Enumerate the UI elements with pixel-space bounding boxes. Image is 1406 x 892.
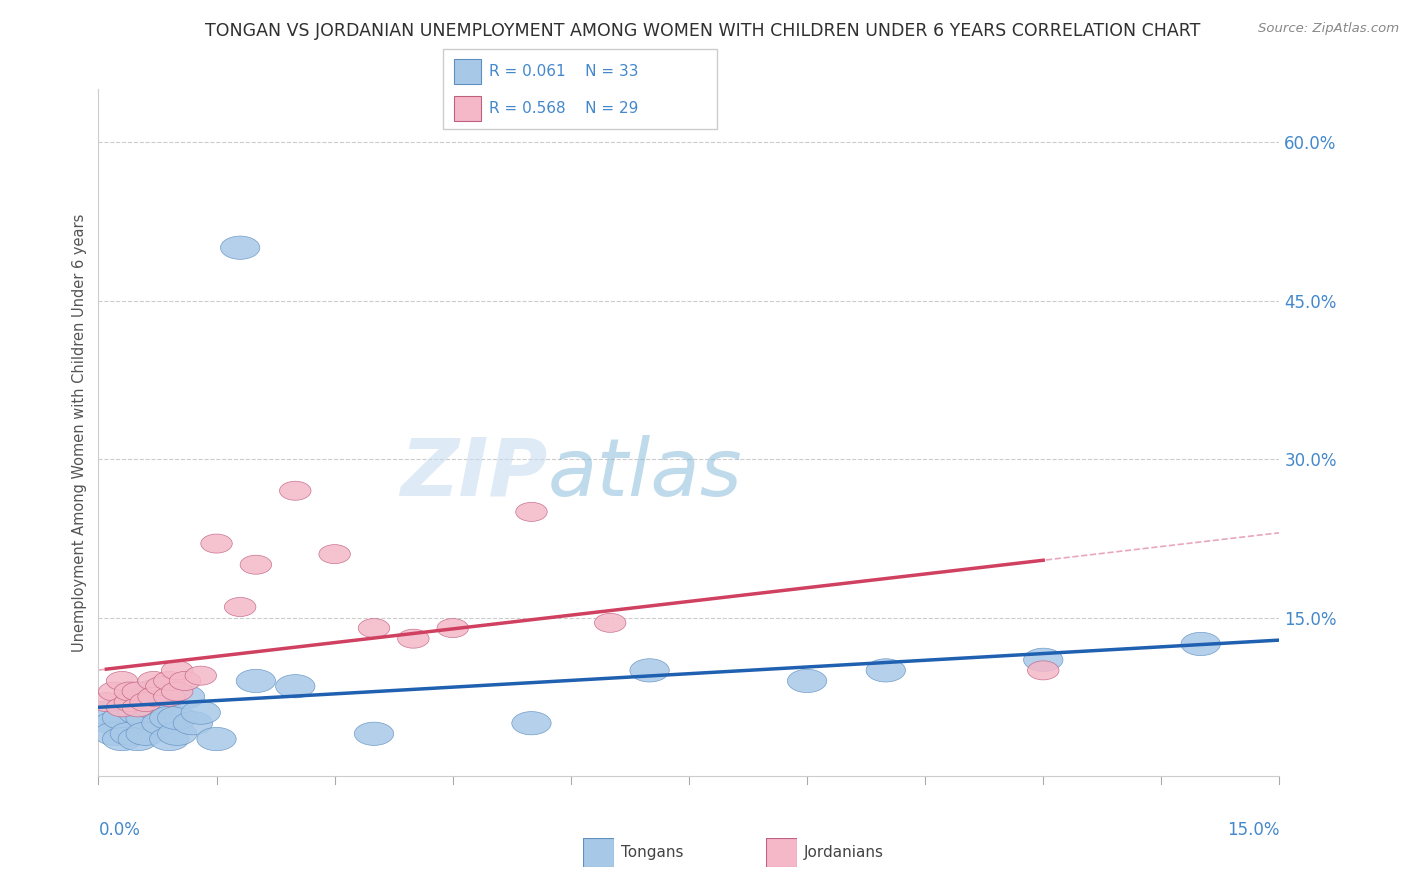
Text: 15.0%: 15.0% bbox=[1227, 821, 1279, 838]
Ellipse shape bbox=[240, 555, 271, 574]
FancyBboxPatch shape bbox=[766, 838, 797, 867]
Ellipse shape bbox=[118, 701, 157, 724]
Ellipse shape bbox=[595, 614, 626, 632]
Ellipse shape bbox=[107, 672, 138, 690]
Ellipse shape bbox=[166, 685, 205, 708]
Ellipse shape bbox=[142, 690, 181, 714]
Ellipse shape bbox=[138, 672, 169, 690]
Ellipse shape bbox=[103, 706, 142, 730]
Text: Tongans: Tongans bbox=[621, 846, 683, 860]
Ellipse shape bbox=[162, 661, 193, 680]
Ellipse shape bbox=[225, 598, 256, 616]
Ellipse shape bbox=[138, 687, 169, 706]
Ellipse shape bbox=[787, 669, 827, 692]
Ellipse shape bbox=[1181, 632, 1220, 656]
Ellipse shape bbox=[153, 672, 186, 690]
Ellipse shape bbox=[157, 706, 197, 730]
Ellipse shape bbox=[630, 659, 669, 682]
Ellipse shape bbox=[110, 690, 149, 714]
Ellipse shape bbox=[157, 723, 197, 746]
Ellipse shape bbox=[437, 618, 468, 638]
Ellipse shape bbox=[98, 682, 129, 701]
Ellipse shape bbox=[146, 677, 177, 696]
Ellipse shape bbox=[201, 534, 232, 553]
Ellipse shape bbox=[186, 666, 217, 685]
Text: Jordanians: Jordanians bbox=[804, 846, 884, 860]
Ellipse shape bbox=[516, 502, 547, 522]
Ellipse shape bbox=[512, 712, 551, 735]
Ellipse shape bbox=[118, 728, 157, 751]
Ellipse shape bbox=[153, 687, 186, 706]
Ellipse shape bbox=[94, 712, 134, 735]
Ellipse shape bbox=[149, 706, 188, 730]
Text: TONGAN VS JORDANIAN UNEMPLOYMENT AMONG WOMEN WITH CHILDREN UNDER 6 YEARS CORRELA: TONGAN VS JORDANIAN UNEMPLOYMENT AMONG W… bbox=[205, 22, 1201, 40]
Text: ZIP: ZIP bbox=[399, 434, 547, 513]
Ellipse shape bbox=[114, 682, 146, 701]
Ellipse shape bbox=[1028, 661, 1059, 680]
Ellipse shape bbox=[127, 706, 166, 730]
Ellipse shape bbox=[142, 712, 181, 735]
Ellipse shape bbox=[127, 723, 166, 746]
Ellipse shape bbox=[276, 674, 315, 698]
Ellipse shape bbox=[866, 659, 905, 682]
Ellipse shape bbox=[90, 692, 122, 712]
Ellipse shape bbox=[122, 698, 153, 717]
Ellipse shape bbox=[114, 692, 146, 712]
Ellipse shape bbox=[280, 481, 311, 500]
Ellipse shape bbox=[134, 680, 173, 703]
Ellipse shape bbox=[129, 692, 162, 712]
Ellipse shape bbox=[236, 669, 276, 692]
Ellipse shape bbox=[319, 545, 350, 564]
Ellipse shape bbox=[162, 682, 193, 701]
Ellipse shape bbox=[107, 698, 138, 717]
Ellipse shape bbox=[94, 723, 134, 746]
Ellipse shape bbox=[221, 236, 260, 260]
Ellipse shape bbox=[110, 723, 149, 746]
Ellipse shape bbox=[103, 728, 142, 751]
Ellipse shape bbox=[87, 701, 127, 724]
Ellipse shape bbox=[122, 682, 153, 701]
Text: Source: ZipAtlas.com: Source: ZipAtlas.com bbox=[1258, 22, 1399, 36]
FancyBboxPatch shape bbox=[454, 59, 481, 85]
Text: atlas: atlas bbox=[547, 434, 742, 513]
Ellipse shape bbox=[169, 672, 201, 690]
Ellipse shape bbox=[149, 728, 188, 751]
Text: 0.0%: 0.0% bbox=[98, 821, 141, 838]
Text: R = 0.061    N = 33: R = 0.061 N = 33 bbox=[489, 64, 638, 79]
Ellipse shape bbox=[197, 728, 236, 751]
Ellipse shape bbox=[398, 629, 429, 648]
Ellipse shape bbox=[359, 618, 389, 638]
FancyBboxPatch shape bbox=[583, 838, 614, 867]
Ellipse shape bbox=[134, 696, 173, 719]
FancyBboxPatch shape bbox=[454, 95, 481, 121]
FancyBboxPatch shape bbox=[443, 49, 717, 129]
Ellipse shape bbox=[173, 712, 212, 735]
Text: R = 0.568    N = 29: R = 0.568 N = 29 bbox=[489, 101, 638, 116]
Ellipse shape bbox=[354, 723, 394, 746]
Ellipse shape bbox=[1024, 648, 1063, 672]
Ellipse shape bbox=[181, 701, 221, 724]
Y-axis label: Unemployment Among Women with Children Under 6 years: Unemployment Among Women with Children U… bbox=[72, 213, 87, 652]
